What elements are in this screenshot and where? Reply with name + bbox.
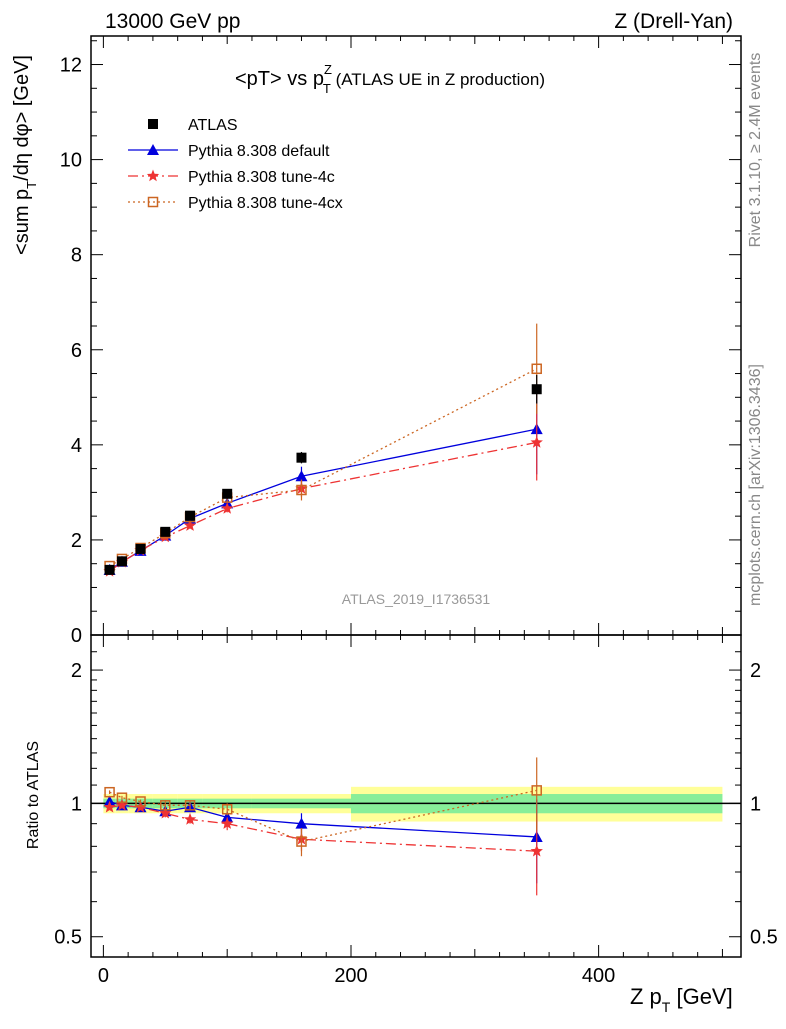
y-tick-label: 10 [60,150,82,172]
ratio-plot-frame [90,634,742,958]
ratio-point-star [103,800,116,813]
legend-marker-open-square [147,196,159,208]
x-axis-label: Z pT [GeV] [630,984,733,1015]
main-point-square [222,488,233,499]
ratio-point-triangle [295,817,308,829]
process-label: Z (Drell-Yan) [614,10,733,33]
main-point-star [530,436,543,448]
ratio-point-open-square [104,786,115,798]
ratio-point-open-square [531,785,542,796]
ratio-point-star [159,806,172,819]
ratio-ylabel: Ratio to ATLAS [25,741,42,849]
legend-marker-triangle [147,144,159,155]
y-tick-label: 2 [71,530,82,552]
main-point-square [296,452,307,463]
ratio-point-open-square [296,836,307,847]
ratio-point-open-square [160,800,171,811]
series-line-3 [109,368,538,567]
main-point-square [116,556,127,567]
series-layer [103,323,543,896]
legend: ATLAS Pythia 8.308 default Pythia 8.308 tu… [128,117,343,212]
ratio-point-open-square [221,804,233,815]
main-point-square [135,543,146,554]
ratio-point-open-square [135,796,146,807]
ratio-tick-label-right: 0.5 [750,927,778,949]
x-axis-label-sub: T [662,999,671,1015]
legend-marker-square [148,119,158,129]
ratio-tick-label: 1 [71,793,82,815]
plot-title-sub: T [323,81,331,96]
ratio-point-triangle [221,811,234,823]
main-point-open-square [296,484,307,496]
x-tick-label: 0 [98,965,109,987]
legend-label: Pythia 8.308 tune-4c [188,169,335,186]
y-tick-label: 6 [71,340,82,362]
plot-title: <pT> vs pZ T (ATLAS UE in Z production) [235,62,545,96]
main-point-triangle [295,470,308,482]
analysis-label: ATLAS_2019_I1736531 [342,591,491,607]
source-label: mcplots.cern.ch [arXiv:1306.3436] [747,364,764,606]
plot-title-main: <pT> vs p [235,68,324,90]
main-ylabel: <sum pT/dη dφ> [GeV] [11,55,39,255]
ratio-point-open-square [184,800,196,811]
ratio-point-star [221,817,234,829]
main-point-open-square [531,363,542,375]
main-point-star [221,502,234,514]
legend-label: ATLAS [188,117,238,134]
series-line-2 [109,441,537,572]
main-ylabel-sub: T [24,181,39,189]
main-point-square [160,526,171,537]
y-tick-label: 12 [60,55,82,77]
plot-title-sup: Z [324,62,332,77]
main-point-square [185,510,196,521]
ratio-point-star [115,798,129,811]
ratio-point-star [530,844,543,857]
energy-label: 13000 GeV pp [105,10,240,33]
series-line-1 [109,428,537,571]
ratio-point-star [183,812,197,825]
ratio-point-open-square [116,792,128,803]
ratio-tick-label: 0.5 [54,927,82,949]
y-tick-label: 0 [71,625,82,647]
rivet-version-label: Rivet 3.1.10, ≥ 2.4M events [747,53,764,248]
main-point-square [104,564,115,575]
y-tick-label: 4 [71,435,82,457]
main-point-square [531,384,542,395]
ratio-line-3 [109,789,537,843]
plot-title-tail: (ATLAS UE in Z production) [331,70,545,89]
legend-label: Pythia 8.308 tune-4cx [188,195,343,212]
main-ylabel-post: /dη dφ> [GeV] [11,55,33,181]
main-ylabel-pre: <sum p [11,189,33,255]
ratio-tick-label-right: 2 [750,660,761,682]
main-point-star [183,519,197,531]
y-tick-label: 8 [71,245,82,267]
legend-label: Pythia 8.308 default [188,143,330,160]
x-tick-label: 400 [582,965,615,987]
ratio-tick-label-right: 1 [750,793,761,815]
x-axis-label-post: [GeV] [670,984,732,1009]
legend-marker-star [146,169,160,182]
x-axis-label-pre: Z p [630,984,662,1009]
ratio-tick-label: 2 [71,660,82,682]
x-tick-label: 200 [334,965,367,987]
